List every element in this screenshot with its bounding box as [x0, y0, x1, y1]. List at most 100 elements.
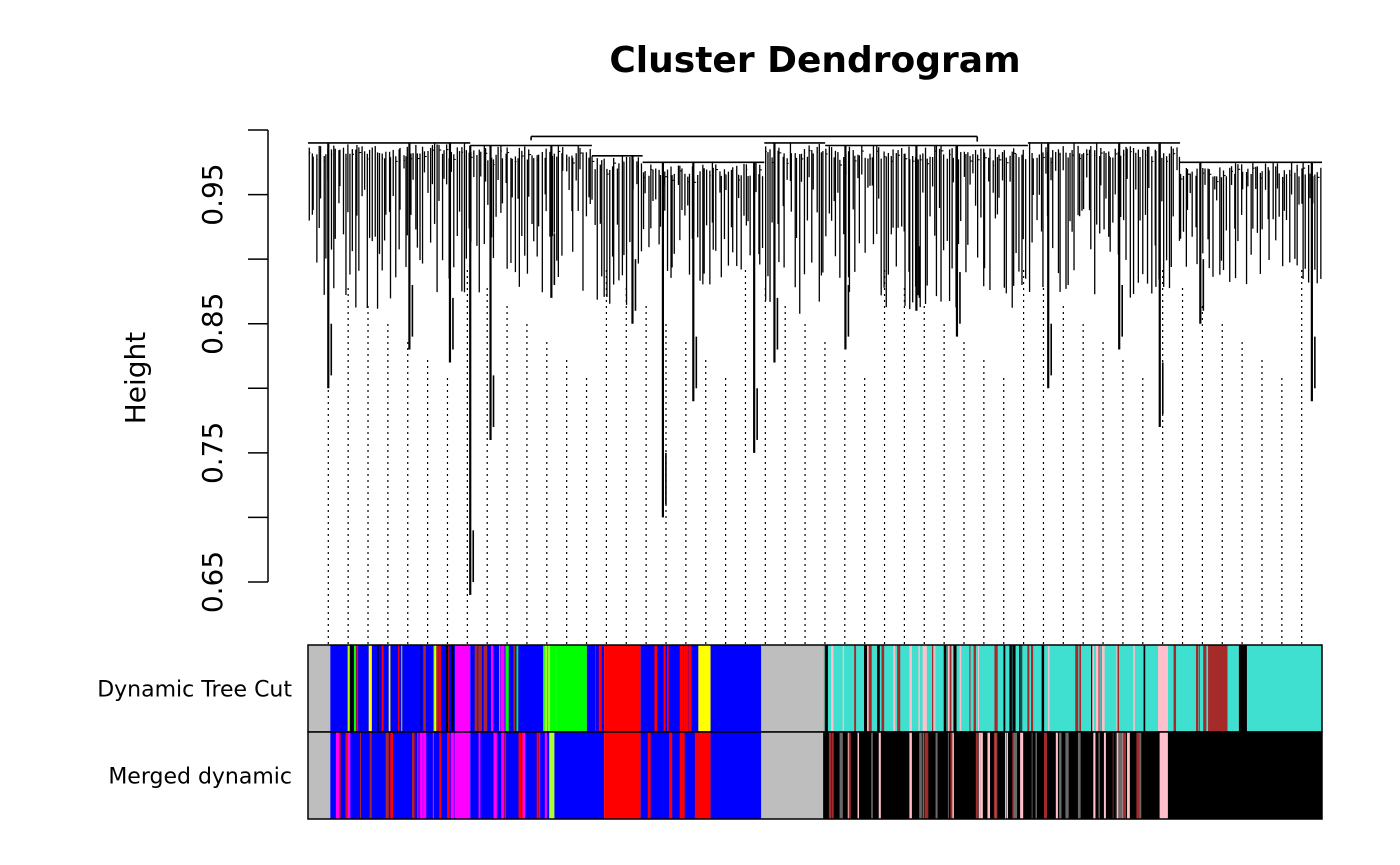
module-color-stripe [413, 732, 415, 819]
module-color-stripe [1055, 732, 1058, 819]
module-color-stripe [1048, 645, 1050, 732]
module-color-stripe [505, 645, 509, 732]
module-color-stripe [1101, 645, 1105, 732]
module-color-stripe [881, 645, 885, 732]
module-color-stripe [947, 645, 950, 732]
module-color-stripe [423, 732, 427, 819]
module-color-stripe [335, 732, 339, 819]
module-color-stripe [978, 732, 981, 819]
module-color-stripe [1173, 645, 1176, 732]
module-color-stripe [381, 645, 384, 732]
module-color-stripe [893, 645, 896, 732]
y-axis-label: Height [119, 332, 152, 425]
module-color-stripe [685, 645, 689, 732]
module-color-stripe [448, 645, 450, 732]
module-color-stripe [1077, 732, 1081, 819]
module-color-stripe [1065, 732, 1069, 819]
module-color-stripe [948, 645, 952, 732]
module-color-stripe [1127, 732, 1130, 819]
module-color-bars: Dynamic Tree Cut Merged dynamic [97, 644, 1323, 820]
module-color-stripe [996, 732, 998, 819]
module-color-stripe [1035, 732, 1037, 819]
module-color-stripe [1117, 732, 1119, 819]
module-color-stripe [1031, 732, 1033, 819]
module-color-stripe [1043, 645, 1045, 732]
module-color-stripe [478, 732, 481, 819]
module-color-stripe [438, 645, 441, 732]
module-color-stripe [1012, 645, 1016, 732]
module-color-segment [1238, 645, 1247, 732]
module-color-stripe [346, 732, 349, 819]
module-color-segment [455, 732, 471, 819]
module-color-stripe [667, 645, 669, 732]
module-color-stripe [417, 732, 419, 819]
module-color-stripe [669, 732, 673, 819]
module-color-stripe [922, 645, 926, 732]
module-color-stripe [544, 732, 547, 819]
module-color-stripe [516, 645, 519, 732]
module-color-stripe [478, 732, 480, 819]
module-color-segment [710, 645, 762, 732]
module-color-stripe [1123, 732, 1127, 819]
module-color-stripe [1013, 732, 1018, 819]
module-color-stripe [978, 645, 980, 732]
module-color-stripe [1174, 645, 1177, 732]
module-color-segment [604, 645, 641, 732]
module-color-stripe [831, 732, 834, 819]
module-color-stripe [1095, 645, 1099, 732]
module-color-stripe [1198, 645, 1200, 732]
module-color-stripe [682, 732, 685, 819]
module-color-stripe [696, 732, 699, 819]
module-color-stripe [502, 645, 505, 732]
module-color-stripe [648, 732, 650, 819]
module-color-stripe [1044, 732, 1047, 819]
module-color-stripe [831, 645, 834, 732]
module-color-stripe [1115, 732, 1117, 819]
module-color-segment [761, 645, 824, 732]
module-color-stripe [969, 645, 971, 732]
module-color-stripe [824, 645, 826, 732]
module-color-stripe [919, 732, 922, 819]
module-color-stripe [1020, 732, 1024, 819]
chart-title: Cluster Dendrogram [609, 40, 1020, 81]
module-color-stripe [595, 645, 597, 732]
module-color-stripe [435, 645, 439, 732]
module-color-stripe [935, 732, 938, 819]
module-color-stripe [353, 645, 355, 732]
module-color-stripe [536, 732, 539, 819]
module-color-stripe [878, 732, 881, 819]
module-color-stripe [451, 645, 454, 732]
y-tick-label: 0.95 [196, 163, 229, 225]
module-color-stripe [419, 732, 423, 819]
module-color-stripe [347, 732, 351, 819]
module-color-stripe [828, 732, 831, 819]
module-color-stripe [1195, 645, 1199, 732]
module-color-stripe [496, 732, 498, 819]
module-color-stripe [869, 645, 872, 732]
module-color-stripe [871, 732, 873, 819]
module-color-stripe [1103, 732, 1106, 819]
module-color-stripe [950, 732, 953, 819]
module-color-stripe [450, 732, 454, 819]
module-color-stripe [688, 645, 692, 732]
module-color-stripe [1030, 645, 1034, 732]
module-color-stripe [1143, 645, 1146, 732]
module-color-stripe [388, 645, 391, 732]
module-color-stripe [857, 732, 860, 819]
module-color-stripe [518, 732, 522, 819]
module-color-stripe [377, 645, 379, 732]
module-color-stripe [439, 732, 442, 819]
module-color-stripe [385, 732, 389, 819]
module-color-stripe [349, 645, 353, 732]
module-color-stripe [683, 645, 686, 732]
module-color-stripe [544, 645, 548, 732]
module-color-stripe [432, 732, 434, 819]
module-color-stripe [368, 645, 372, 732]
module-color-stripe [434, 645, 437, 732]
module-color-stripe [1021, 645, 1023, 732]
module-color-stripe [347, 645, 351, 732]
module-color-stripe [359, 732, 362, 819]
module-color-segment [470, 732, 550, 819]
module-color-stripe [1092, 645, 1094, 732]
